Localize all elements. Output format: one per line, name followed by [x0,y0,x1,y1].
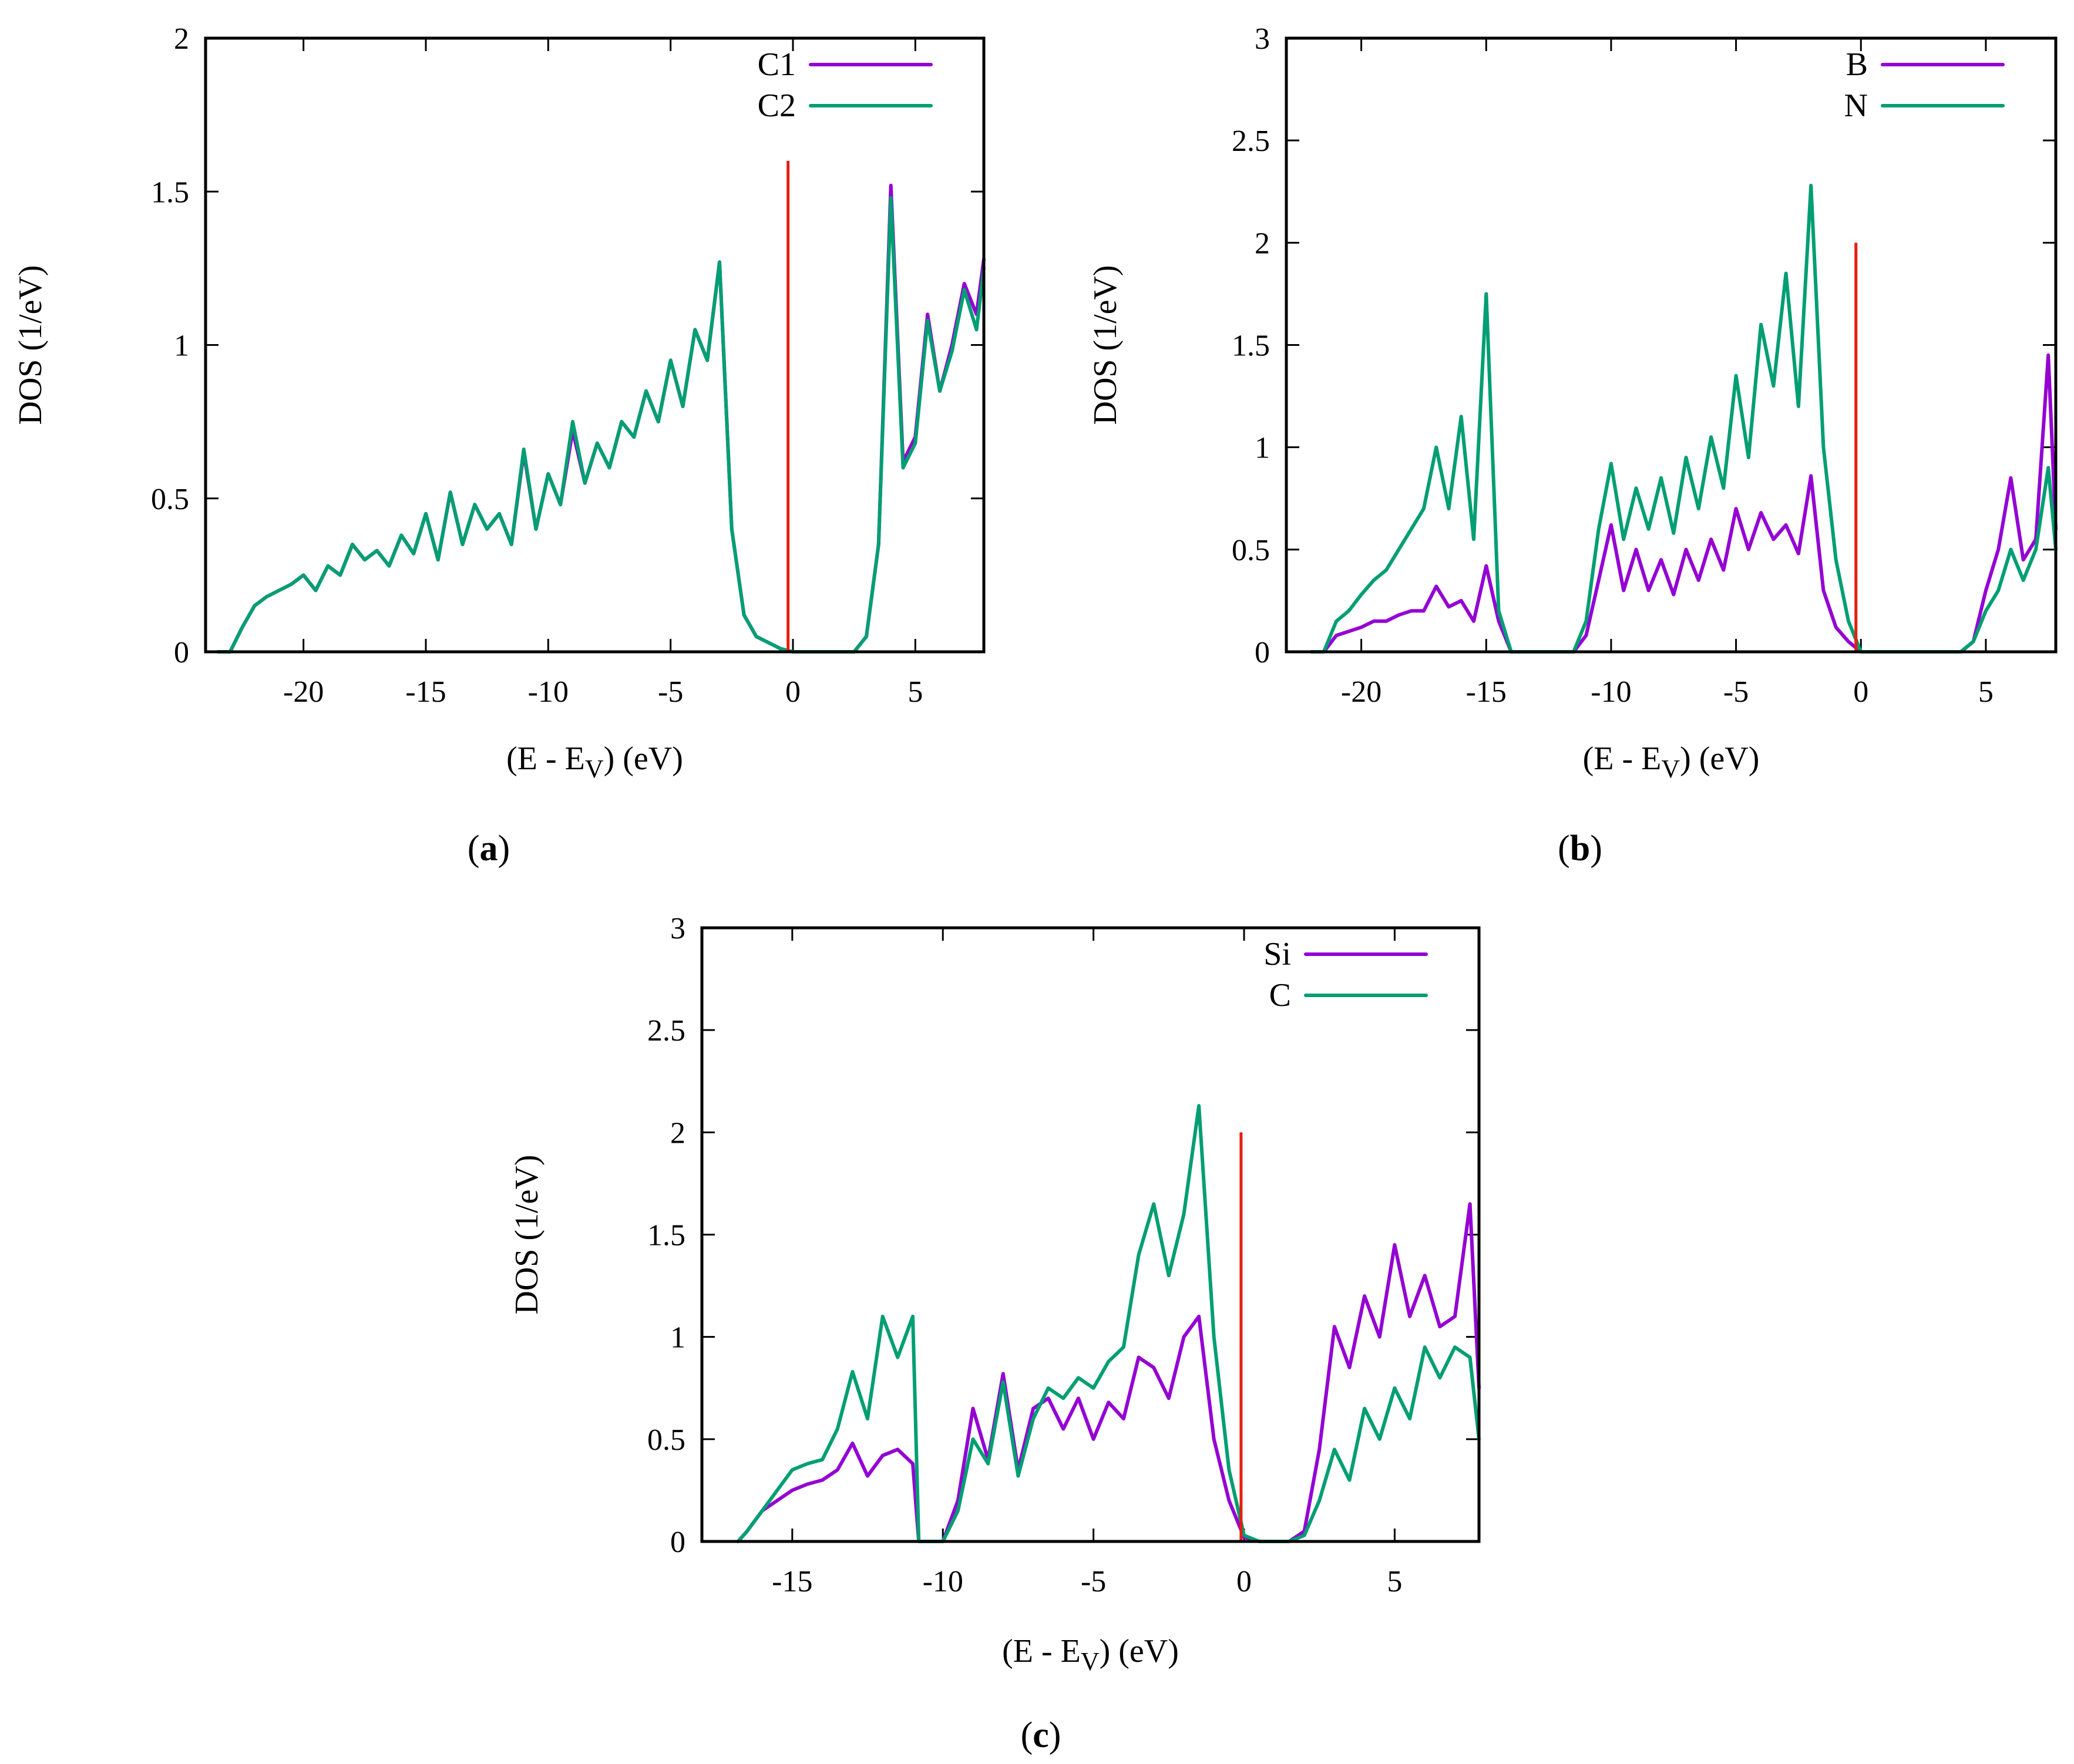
x-tick-label: -5 [1723,675,1749,709]
y-tick-label: 1 [174,329,189,363]
series-line-c2 [216,196,986,654]
panel-caption: (c) [1021,1715,1061,1755]
y-tick-label: 0.5 [151,483,189,516]
x-tick-label: -10 [1591,675,1631,709]
panel-c: 0 0.5 1 1.5 2 2.5 3 -15 -10 -5 0 5 Si C (E - EV) (eV) D… [509,912,1481,1755]
y-axis-label: DOS (1/eV) [1087,265,1124,425]
x-tick-label: 0 [1236,1565,1252,1598]
y-tick-label: 2 [1255,227,1270,260]
y-tick-label: 0 [1255,636,1270,669]
x-tick-label: 5 [907,675,923,709]
plot-frame [204,36,986,654]
y-tick-label: 1 [1255,432,1270,465]
y-axis-label: DOS (1/eV) [509,1154,545,1314]
x-tick-label: -15 [772,1565,812,1598]
legend-label: C [1269,977,1291,1014]
plot-frame [700,926,1481,1543]
y-tick-label: 2.5 [1232,124,1270,158]
legend-label: C1 [758,46,796,83]
x-axis-label: (E - EV) (eV) [506,740,683,783]
plot-frame [1285,36,2058,654]
legend-label: C2 [758,87,796,124]
y-tick-label: 0 [174,636,189,669]
panel-caption: (a) [468,829,510,868]
x-tick-label: -15 [405,675,446,709]
x-tick-label: 5 [1978,675,1994,709]
y-tick-label: 0.5 [647,1423,685,1457]
y-axis-label: DOS (1/eV) [12,265,49,425]
y-tick-label: 2 [174,22,189,56]
x-tick-label: -20 [1341,675,1381,709]
y-tick-label: 0.5 [1232,534,1270,567]
series-line-c1 [216,183,986,654]
x-tick-label: -5 [1081,1565,1106,1598]
x-tick-label: -20 [283,675,324,709]
panel-caption: (b) [1558,829,1602,868]
y-tick-label: 3 [1255,22,1270,56]
y-tick-label: 1.5 [1232,329,1270,363]
x-tick-label: 0 [785,675,801,709]
y-tick-label: 2.5 [647,1014,685,1048]
legend-label: B [1846,46,1868,83]
x-axis-label: (E - EV) (eV) [1583,740,1760,783]
series-line-c [736,1104,1481,1543]
y-tick-label: 1.5 [647,1219,685,1253]
x-axis-label: (E - EV) (eV) [1002,1633,1179,1676]
x-tick-label: -15 [1466,675,1507,709]
legend-label: N [1844,87,1868,124]
y-tick-label: 2 [670,1116,685,1150]
series-line-si [736,1202,1481,1543]
x-tick-label: -10 [923,1565,963,1598]
series-line-n [1309,183,2058,654]
y-tick-label: 1 [670,1321,685,1355]
y-tick-label: 3 [670,912,685,945]
x-tick-label: -10 [528,675,569,709]
panel-a: 0 0.5 1 1.5 2 -20 -15 -10 -5 0 5 C1 C2 (E - EV) (eV) D… [12,22,986,868]
legend-label: Si [1263,936,1291,972]
y-tick-label: 0 [670,1526,685,1559]
x-tick-label: 0 [1853,675,1868,709]
panel-b: 0 0.5 1 1.5 2 2.5 3 -20 -15 -10 -5 0 5 BN (E - EV) (eV… [1087,22,2058,868]
y-tick-label: 1.5 [151,176,189,209]
x-tick-label: 5 [1387,1565,1402,1598]
x-tick-label: -5 [658,675,683,709]
